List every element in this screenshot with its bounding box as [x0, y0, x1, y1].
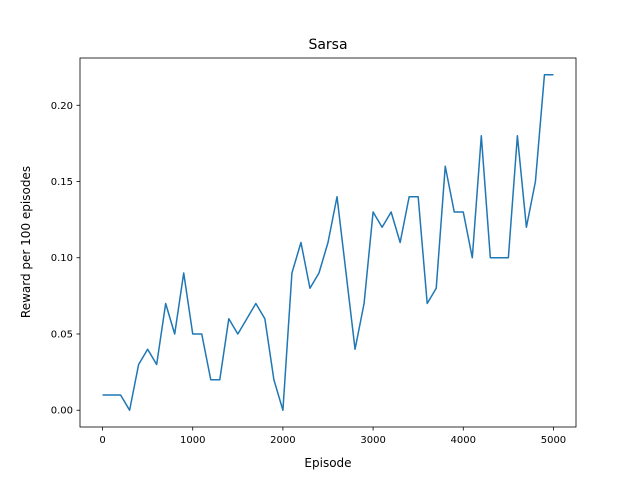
y-axis-label: Reward per 100 episodes: [19, 166, 33, 318]
y-tick-label: 0.10: [51, 253, 73, 264]
y-axis: 0.00 0.05 0.10 0.15 0.20: [51, 101, 80, 417]
y-tick-label: 0.05: [51, 329, 73, 340]
x-tick-label: 2000: [270, 435, 295, 446]
x-tick-label: 0: [99, 435, 105, 446]
x-tick-label: 5000: [541, 435, 566, 446]
y-tick-label: 0.15: [51, 177, 73, 188]
x-axis-label: Episode: [304, 456, 351, 470]
axes-frame: [79, 57, 577, 428]
series-layer: [102, 74, 554, 411]
x-tick-label: 1000: [180, 435, 205, 446]
x-tick-label: 4000: [451, 435, 476, 446]
y-tick-label: 0.20: [51, 101, 73, 112]
x-axis: 0 1000 2000 3000 4000 5000: [99, 427, 566, 446]
series-line-0: [102, 74, 554, 411]
x-tick-label: 3000: [360, 435, 385, 446]
y-tick-label: 0.00: [51, 406, 73, 417]
chart-title: Sarsa: [308, 37, 347, 53]
